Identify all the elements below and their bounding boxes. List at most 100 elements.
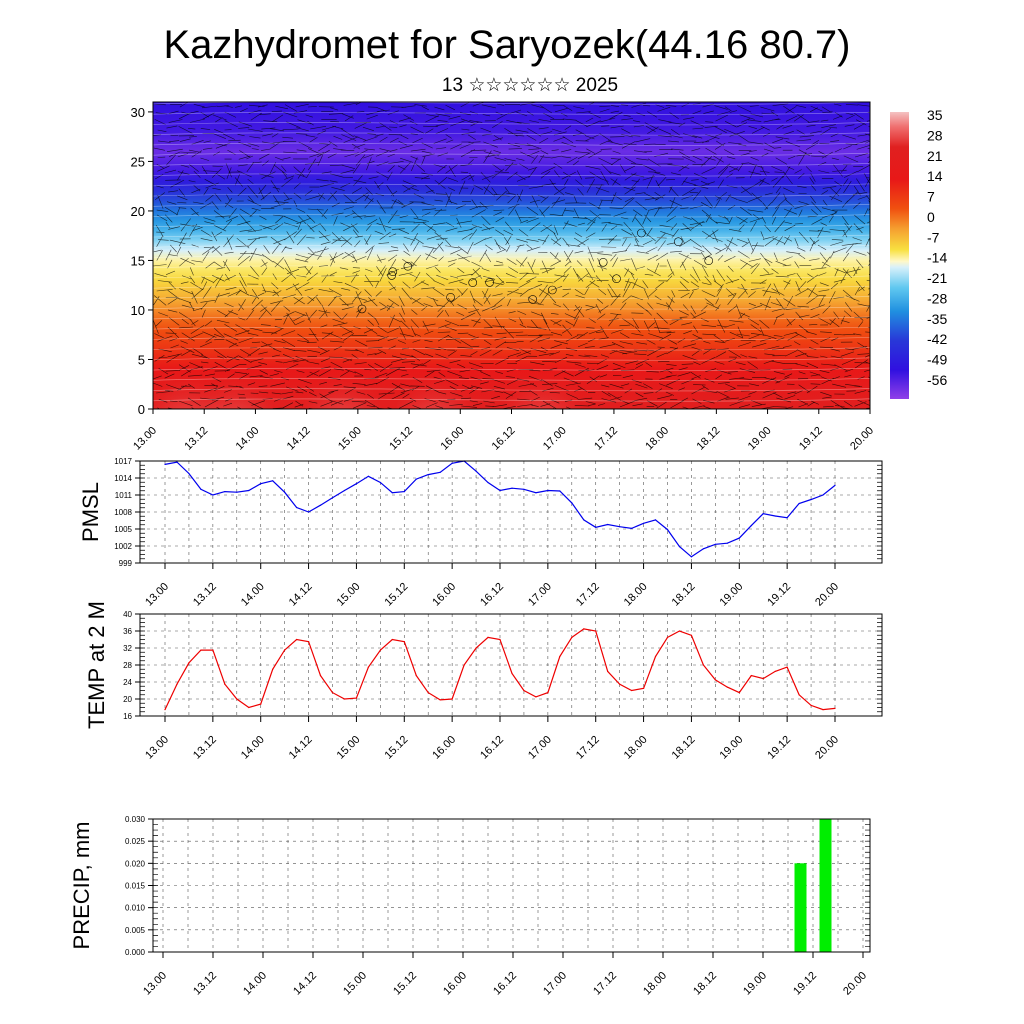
data-point (714, 543, 717, 545)
data-point (559, 490, 561, 492)
data-point (284, 491, 286, 493)
data-point (702, 548, 705, 550)
calm-marker (528, 295, 538, 304)
section-x-tick-label: 19.00 (746, 425, 774, 453)
data-point (547, 692, 549, 694)
y-tick-label: 1017 (114, 457, 132, 466)
colorbar: 35 28 21 14 7 0 -7 -14 -21 -28 -35 -42 -49 -56 (890, 107, 947, 399)
data-point (595, 526, 597, 528)
data-point (511, 487, 513, 489)
data-point (607, 523, 609, 526)
data-point (260, 483, 262, 485)
y-tick-label: 0.015 (125, 882, 146, 891)
data-point (284, 649, 286, 651)
x-tick-label: 19.12 (765, 581, 793, 609)
section-x-tick-label: 14.12 (285, 425, 313, 453)
calm-marker (446, 292, 455, 302)
data-point (176, 683, 178, 685)
section-x-tick-label: 16.12 (490, 425, 518, 453)
x-tick-label: 18.12 (670, 581, 698, 609)
data-point (726, 686, 728, 688)
x-tick-label: 16.00 (430, 734, 458, 762)
data-point (559, 655, 561, 658)
colorbar-label: -56 (927, 372, 947, 388)
colorbar-label: 0 (927, 209, 935, 225)
calm-marker (612, 274, 621, 284)
data-point (331, 692, 334, 694)
x-tick-label: 14.00 (239, 734, 267, 762)
x-tick-label: 14.12 (291, 970, 319, 998)
data-point (666, 529, 669, 531)
data-point (750, 525, 752, 527)
data-point (499, 489, 501, 492)
data-point (439, 699, 441, 701)
y-tick-label: 0.030 (125, 815, 146, 824)
data-point (619, 526, 621, 528)
series-line (164, 628, 836, 711)
data-point (786, 666, 788, 668)
surface-warm-spot (504, 347, 581, 409)
data-point (236, 698, 238, 700)
x-tick-label: 19.00 (741, 970, 769, 998)
x-tick-label: 14.00 (241, 970, 269, 998)
data-point (415, 478, 417, 480)
temperature-contours (153, 102, 870, 402)
colorbar-label: 21 (927, 148, 943, 164)
section-x-tick-label: 14.00 (234, 425, 262, 453)
data-point (367, 666, 369, 668)
y-tick-label: 1014 (114, 474, 132, 483)
data-point (714, 679, 717, 681)
x-tick-label: 16.00 (441, 970, 469, 998)
data-point (738, 537, 740, 539)
y-tick-label: 24 (123, 678, 132, 687)
colorbar-label: -28 (927, 290, 947, 306)
section-x-tick-label: 18.12 (695, 425, 723, 453)
data-point (391, 492, 393, 494)
section-y-tick-label: 0 (138, 402, 145, 417)
data-point (272, 668, 274, 670)
data-point (248, 489, 250, 492)
data-point (164, 463, 166, 465)
x-tick-label: 13.12 (191, 970, 219, 998)
data-point (583, 628, 585, 630)
x-tick-label: 16.00 (430, 581, 458, 609)
data-point (654, 519, 657, 521)
data-point (726, 542, 728, 544)
calm-marker (468, 278, 478, 287)
x-tick-label: 19.12 (791, 970, 819, 998)
x-tick-label: 15.12 (391, 970, 419, 998)
data-point (367, 475, 369, 477)
calm-marker (704, 256, 714, 266)
section-y-tick-label: 20 (131, 204, 145, 219)
data-point (798, 502, 800, 505)
x-tick-label: 17.00 (526, 734, 554, 762)
calm-marker (485, 278, 494, 287)
data-point (236, 491, 238, 493)
calm-marker (673, 237, 683, 246)
section-x-tick-label: 18.00 (643, 425, 671, 453)
pmsl-panel: 999 1002 1005 1008 1011 1014 1017 13.00 13.12 14.… (78, 457, 883, 609)
data-point (523, 689, 525, 692)
section-field (153, 102, 870, 409)
data-point (535, 696, 537, 698)
precip-panel: 0.000 0.005 0.010 0.015 0.020 0.025 0.030 13.00… (69, 815, 871, 998)
x-tick-label: 19.00 (717, 581, 745, 609)
calm-marker (388, 267, 398, 277)
section-x-tick-label: 16.00 (438, 425, 466, 453)
section-x-tick-label: 17.00 (541, 425, 569, 453)
data-point (738, 692, 740, 694)
colorbar-label: -21 (927, 270, 947, 286)
x-tick-label: 20.00 (813, 581, 841, 609)
x-tick-label: 18.00 (641, 970, 669, 998)
data-point (463, 664, 465, 666)
precip-bar (819, 819, 832, 952)
x-tick-label: 17.12 (591, 970, 619, 998)
data-point (607, 670, 609, 673)
y-tick-label: 1005 (114, 525, 132, 534)
section-x-tick-label: 13.00 (131, 425, 159, 453)
data-point (535, 492, 537, 494)
data-point (475, 647, 477, 649)
y-tick-label: 28 (123, 661, 132, 670)
data-point (331, 497, 334, 499)
minor-ticks (140, 460, 882, 564)
